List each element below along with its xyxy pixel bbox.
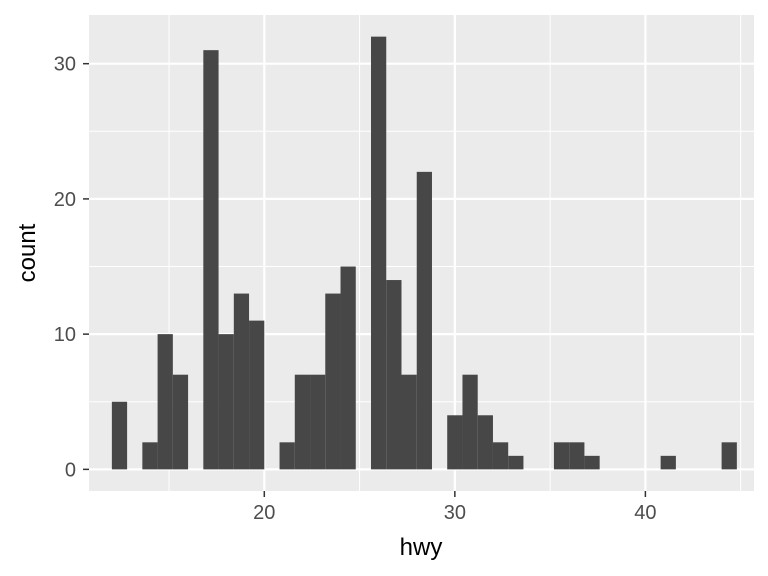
y-tick-label: 30 xyxy=(54,54,76,76)
histogram-bar xyxy=(218,334,234,470)
histogram-bar xyxy=(477,415,493,470)
histogram-bar xyxy=(233,293,250,470)
histogram-bar xyxy=(310,374,326,470)
y-axis-title: count xyxy=(14,223,41,282)
histogram-bar xyxy=(294,374,311,470)
x-tick-label: 40 xyxy=(634,502,656,524)
histogram-bar xyxy=(462,374,478,470)
x-axis-title: hwy xyxy=(400,534,443,561)
histogram-bar xyxy=(386,280,402,470)
histogram-bar xyxy=(492,442,509,470)
histogram-bar xyxy=(111,401,128,470)
y-tick-label: 20 xyxy=(54,189,76,211)
histogram-bar xyxy=(660,455,676,470)
histogram-bar xyxy=(340,266,356,470)
histogram-bar xyxy=(371,36,387,470)
histogram-bar xyxy=(508,455,524,470)
histogram-bar xyxy=(553,442,570,470)
x-axis: 20 30 40 xyxy=(253,491,657,524)
histogram-bar xyxy=(569,442,585,470)
y-tick-label: 0 xyxy=(65,459,76,481)
histogram-bars xyxy=(111,36,737,470)
histogram-bar xyxy=(584,455,600,470)
histogram-bar xyxy=(401,374,417,470)
histogram-bar xyxy=(721,442,737,470)
histogram-bar xyxy=(416,171,432,470)
y-tick-label: 10 xyxy=(54,324,76,346)
histogram-bar xyxy=(142,442,158,470)
histogram-bar xyxy=(172,374,189,470)
histogram-bar xyxy=(325,293,341,470)
histogram-bar xyxy=(447,415,463,470)
histogram-bar xyxy=(203,50,219,470)
histogram-bar xyxy=(279,442,295,470)
histogram-bar xyxy=(157,334,173,470)
histogram-bar xyxy=(249,320,265,470)
y-axis: 0 10 20 30 xyxy=(54,54,89,481)
x-tick-label: 20 xyxy=(253,502,275,524)
x-tick-label: 30 xyxy=(444,502,466,524)
